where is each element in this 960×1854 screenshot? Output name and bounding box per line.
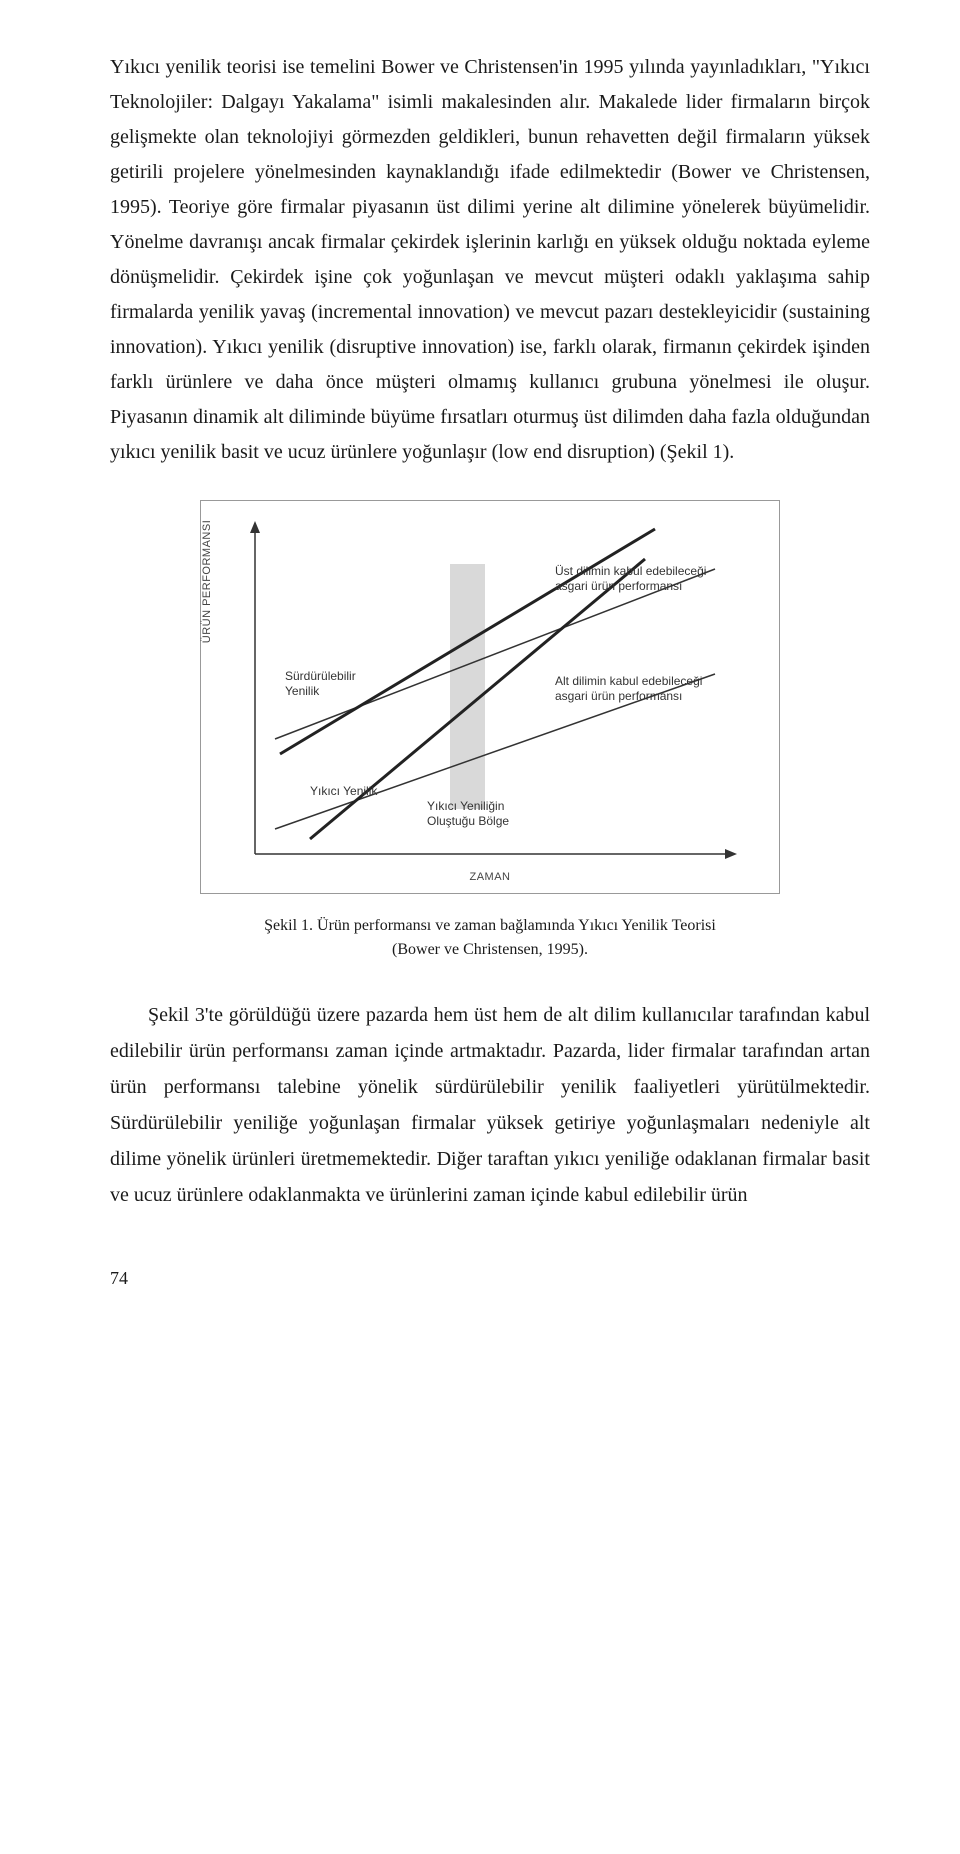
upper-market-line <box>275 569 715 739</box>
page-number: 74 <box>110 1268 870 1289</box>
figure-1-chart: ÜRÜN PERFORMANSI ZAMAN SürdürülebilirYen… <box>215 519 765 879</box>
figure-1-caption: Şekil 1. Ürün performansı ve zaman bağla… <box>224 914 756 962</box>
label-zone: Yıkıcı YeniliğinOluştuğu Bölge <box>427 799 509 829</box>
x-axis-arrow <box>725 849 737 859</box>
label-disruptive: Yıkıcı Yenilik <box>310 784 377 799</box>
x-axis-label: ZAMAN <box>470 871 511 883</box>
label-upper: Üst dilimin kabul edebileceğiasgari ürün… <box>555 564 706 594</box>
caption-line-1: Şekil 1. Ürün performansı ve zaman bağla… <box>264 917 716 934</box>
body-paragraph-1: Yıkıcı yenilik teorisi ise temelini Bowe… <box>110 50 870 470</box>
y-axis-arrow <box>250 521 260 533</box>
label-lower: Alt dilimin kabul edebileceğiasgari ürün… <box>555 674 702 704</box>
y-axis-label: ÜRÜN PERFORMANSI <box>201 520 213 644</box>
label-sustain: SürdürülebilirYenilik <box>285 669 356 699</box>
figure-1: ÜRÜN PERFORMANSI ZAMAN SürdürülebilirYen… <box>200 500 780 894</box>
body-paragraph-2: Şekil 3'te görüldüğü üzere pazarda hem ü… <box>110 997 870 1213</box>
caption-line-2: (Bower ve Christensen, 1995). <box>392 941 588 958</box>
disruption-zone-rect <box>450 564 485 809</box>
